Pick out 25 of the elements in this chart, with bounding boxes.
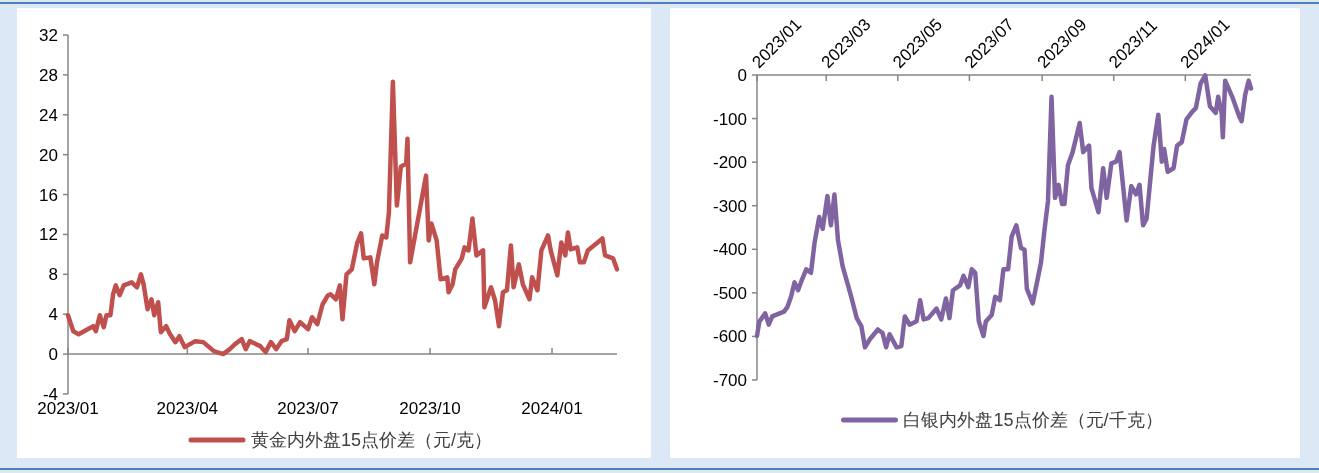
y-tick-label: -500 bbox=[712, 283, 747, 303]
y-tick-label: -100 bbox=[712, 109, 747, 129]
y-tick-label: 20 bbox=[39, 145, 58, 165]
x-tick-label: 2023/10 bbox=[399, 399, 461, 418]
y-tick-label: 0 bbox=[737, 66, 747, 85]
y-tick-label: 4 bbox=[48, 305, 58, 325]
y-tick-label: 24 bbox=[39, 105, 58, 125]
y-tick-label: 16 bbox=[39, 185, 58, 205]
y-tick-label: -600 bbox=[712, 327, 747, 347]
legend-label: 黄金内外盘15点价差（元/克） bbox=[250, 430, 493, 450]
y-tick-label: 8 bbox=[48, 265, 58, 285]
legend-label: 白银内外盘15点价差（元/千克） bbox=[903, 410, 1163, 430]
y-tick-label: 32 bbox=[39, 26, 58, 45]
y-tick-label: -200 bbox=[712, 153, 747, 173]
y-tick-label: 12 bbox=[39, 225, 58, 245]
line-series bbox=[65, 79, 620, 357]
x-tick-label: 2023/07 bbox=[277, 399, 339, 418]
y-tick-label: -400 bbox=[712, 240, 747, 260]
x-tick-label: 2024/01 bbox=[521, 399, 583, 418]
y-tick-label: -300 bbox=[712, 196, 747, 216]
y-tick-label: 28 bbox=[39, 65, 58, 85]
y-tick-label: 0 bbox=[48, 345, 58, 365]
x-tick-label: 2023/01 bbox=[37, 399, 99, 418]
x-tick-label: 2023/04 bbox=[156, 399, 219, 418]
y-tick-label: -700 bbox=[712, 371, 747, 390]
